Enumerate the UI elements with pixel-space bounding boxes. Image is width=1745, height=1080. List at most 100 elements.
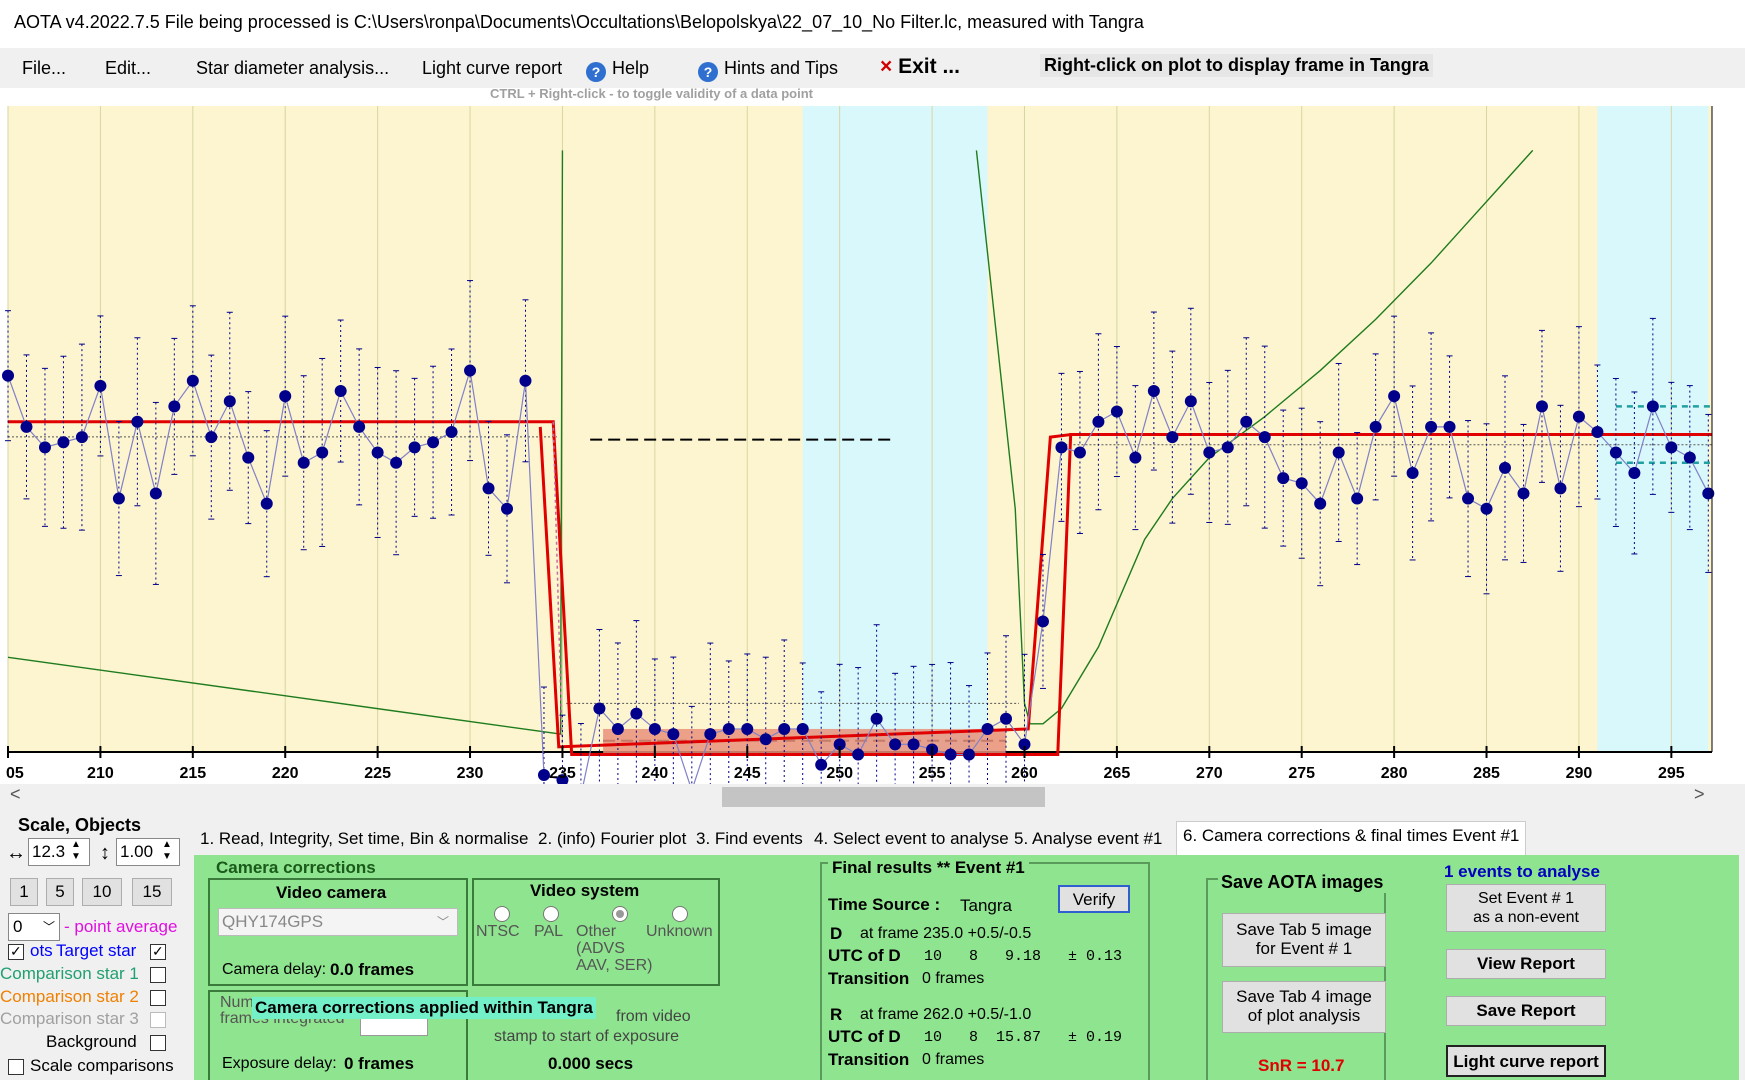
scale-button-15[interactable]: 15 (132, 878, 172, 906)
data-point (1092, 415, 1105, 428)
x-tick-label: 230 (457, 765, 484, 782)
data-point (2, 369, 14, 382)
h-scale-icon: ↔ (6, 842, 26, 864)
x-tick-label: 240 (642, 765, 669, 782)
tab-read-integrity[interactable]: 1. Read, Integrity, Set time, Bin & norm… (200, 829, 529, 848)
exposure-seconds: 0.000 secs (548, 1054, 634, 1073)
save-tab4-image-button[interactable]: Save Tab 4 image of plot analysis (1222, 981, 1386, 1033)
data-point (1480, 502, 1493, 515)
verify-button[interactable]: Verify (1058, 885, 1130, 913)
camera-delay-value: 0.0 frames (330, 960, 415, 979)
menu-light-curve-report[interactable]: Light curve report (422, 58, 563, 78)
menu-edit[interactable]: Edit... (105, 58, 152, 78)
tab-analyse-event[interactable]: 5. Analyse event #1 (1014, 829, 1163, 848)
radio-ntsc[interactable] (494, 906, 510, 922)
v-scale-icon: ↕ (100, 842, 110, 864)
data-point (963, 748, 976, 761)
right-click-hint: Right-click on plot to display frame in … (1040, 54, 1433, 77)
menu-file[interactable]: File... (22, 58, 67, 78)
data-point (297, 456, 310, 469)
data-point (1277, 472, 1290, 485)
data-point (1628, 466, 1641, 479)
scale-button-1[interactable]: 1 (10, 878, 38, 906)
scale-button-10[interactable]: 10 (82, 878, 122, 906)
exposure-delay-value: 0 frames (344, 1054, 414, 1073)
data-point (1443, 420, 1456, 433)
menu-exit[interactable]: × Exit ... (880, 55, 960, 79)
x-tick-label: 290 (1566, 765, 1593, 782)
scroll-left-arrow[interactable]: < (10, 784, 21, 804)
background-checkbox[interactable] (150, 1035, 166, 1051)
tab-fourier-plot[interactable]: 2. (info) Fourier plot (538, 829, 687, 848)
tab-find-events[interactable]: 3. Find events (696, 829, 803, 848)
h-scale-input[interactable]: 12.3 ▲ ▼ (28, 838, 90, 866)
scroll-right-arrow[interactable]: > (1694, 784, 1705, 804)
data-point (57, 436, 70, 449)
data-point (168, 400, 181, 413)
menu-help[interactable]: ? Help (586, 58, 649, 82)
event-model-edge (552, 421, 564, 755)
x-tick-label: 225 (364, 765, 391, 782)
menu-hints[interactable]: ? Hints and Tips (698, 58, 838, 82)
data-point (796, 722, 809, 735)
v-scale-spinner-icon[interactable]: ▲ ▼ (162, 839, 172, 862)
data-point (205, 431, 218, 444)
scroll-thumb[interactable] (722, 787, 1045, 807)
plots-checkbox[interactable]: ✓ (8, 943, 24, 960)
scale-comparisons-checkbox[interactable] (8, 1059, 24, 1075)
tab-camera-corrections[interactable]: 6. Camera corrections & final times Even… (1176, 821, 1527, 856)
unknown-label: Unknown (646, 923, 713, 940)
data-point (112, 492, 125, 505)
h-scale-spinner-icon[interactable]: ▲ ▼ (71, 839, 81, 862)
data-point (242, 451, 255, 464)
data-point (1517, 487, 1530, 500)
comparison-star-2-label: Comparison star 2 (0, 987, 139, 1006)
save-tab5-image-button[interactable]: Save Tab 5 image for Event # 1 (1222, 913, 1386, 967)
save-report-button[interactable]: Save Report (1446, 996, 1606, 1026)
exit-icon: × (880, 55, 893, 78)
data-point (1184, 395, 1197, 408)
data-point (427, 436, 440, 449)
data-point (1055, 441, 1068, 454)
events-to-analyse-label: 1 events to analyse (1444, 862, 1600, 881)
comparison-star-3-checkbox[interactable] (150, 1012, 166, 1028)
camera-select[interactable]: QHY174GPS ﹀ (218, 908, 458, 936)
r-frame: at frame 262.0 +0.5/-1.0 (860, 1006, 1032, 1023)
light-curve-plot[interactable]: 05 210 215 220 225 230 235 240 245 250 255 260 265 27… (0, 104, 1745, 875)
radio-other[interactable] (612, 906, 628, 922)
x-tick-label: 210 (87, 765, 114, 782)
frames-integrated-input[interactable] (360, 1016, 428, 1036)
point-average-label: - point average (64, 917, 178, 936)
view-report-button[interactable]: View Report (1446, 949, 1606, 979)
data-point (353, 420, 366, 433)
set-non-event-button[interactable]: Set Event # 1 as a non-event (1446, 884, 1606, 932)
help-icon: ? (586, 62, 606, 82)
d-label: D (830, 924, 843, 943)
light-curve-report-button[interactable]: Light curve report (1446, 1045, 1606, 1077)
data-point (1609, 446, 1622, 459)
data-point (907, 738, 920, 751)
menu-star-diameter[interactable]: Star diameter analysis... (196, 58, 390, 78)
camera-delay-label: Camera delay: (222, 961, 327, 978)
comparison-star-1-checkbox[interactable] (150, 967, 166, 983)
data-point (741, 722, 754, 735)
point-average-select[interactable]: 0 ﹀ (8, 913, 60, 941)
radio-pal[interactable] (543, 906, 559, 922)
comparison-star-2-checkbox[interactable] (150, 990, 166, 1006)
event-model-inner (538, 426, 1071, 749)
menu-bar: File... Edit... Star diameter analysis..… (0, 48, 1745, 88)
scale-button-5[interactable]: 5 (46, 878, 74, 906)
data-point (501, 502, 514, 515)
target-star-checkbox[interactable]: ✓ (150, 943, 166, 960)
data-point (1369, 420, 1382, 433)
plot-scrollbar[interactable]: < > (0, 784, 1745, 808)
data-point (593, 702, 606, 715)
tab-select-event[interactable]: 4. Select event to analyse (814, 829, 1009, 848)
radio-unknown[interactable] (672, 906, 688, 922)
light-curve-svg[interactable]: 05 210 215 220 225 230 235 240 245 250 255 260 265 27… (0, 104, 1745, 875)
data-point (1462, 492, 1475, 505)
v-scale-input[interactable]: 1.00 ▲ ▼ (116, 838, 180, 866)
transition-r-label: Transition (828, 1050, 910, 1069)
data-point (1425, 420, 1438, 433)
data-point (1110, 405, 1123, 418)
